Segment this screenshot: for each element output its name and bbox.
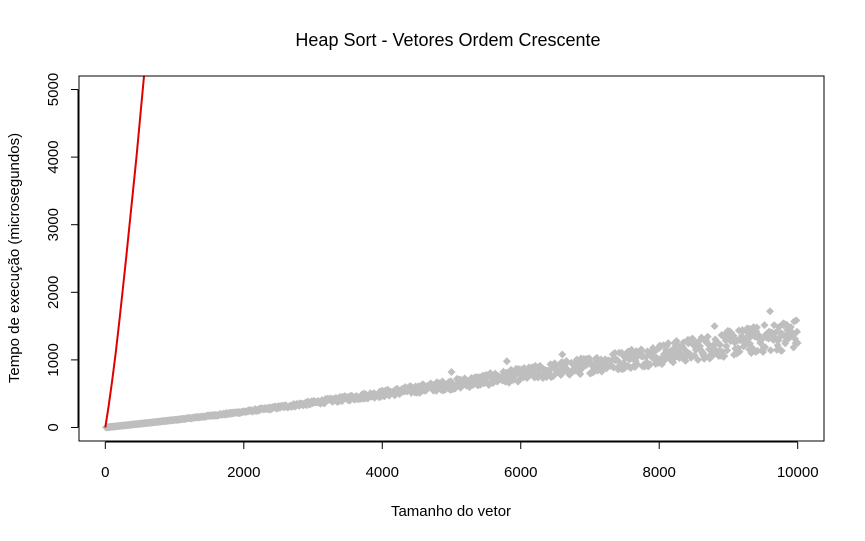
scatter-point — [792, 327, 801, 336]
scatter-point — [752, 323, 761, 332]
scatter-point — [760, 321, 769, 330]
scatter-point — [786, 323, 795, 332]
scatter-point — [693, 355, 702, 364]
scatter-point — [703, 332, 712, 341]
y-tick-label: 0 — [45, 423, 62, 431]
scatter-point — [664, 339, 673, 348]
y-tick-label: 2000 — [45, 276, 62, 309]
scatter-point — [716, 340, 725, 349]
y-tick-label: 4000 — [45, 140, 62, 173]
plot-frame — [78, 75, 825, 442]
scatter-point — [745, 324, 754, 333]
y-tick-label: 5000 — [45, 73, 62, 106]
scatter-point — [447, 368, 456, 377]
scatter-point — [792, 316, 801, 325]
scatter-point — [766, 346, 775, 355]
y-tick-label: 1000 — [45, 343, 62, 376]
x-tick-label: 6000 — [504, 464, 537, 481]
scatter-point — [723, 346, 732, 355]
scatter-point — [637, 345, 646, 354]
scatter-point — [720, 352, 729, 361]
scatter-point — [585, 354, 594, 363]
scatter-point — [681, 356, 690, 365]
scatter-point — [502, 357, 511, 366]
x-tick-label: 10000 — [777, 464, 819, 481]
scatter-point — [576, 370, 585, 379]
y-axis-label: Tempo de execução (microsegundos) — [6, 133, 23, 383]
x-tick-label: 0 — [101, 464, 109, 481]
scatter-point — [779, 319, 788, 328]
y-tick-label: 3000 — [45, 208, 62, 241]
scatter-point — [710, 322, 719, 331]
scatter-point — [735, 347, 744, 356]
scatter-point — [558, 350, 567, 359]
x-axis: 0 2000 4000 6000 8000 10000 — [101, 441, 819, 481]
scatter-point — [761, 343, 770, 352]
scatter-point — [646, 360, 655, 369]
scatter-point — [627, 345, 636, 354]
series-line — [104, 76, 146, 428]
scatter-point — [765, 307, 774, 316]
chart-title: Heap Sort - Vetores Ordem Crescente — [295, 30, 600, 50]
x-tick-label: 4000 — [366, 464, 399, 481]
x-tick-label: 8000 — [643, 464, 676, 481]
scatter-point — [777, 346, 786, 355]
scatter-point — [793, 338, 802, 347]
x-axis-label: Tamanho do vetor — [391, 503, 511, 520]
x-tick-label: 2000 — [227, 464, 260, 481]
y-axis: 0 1000 2000 3000 4000 5000 — [45, 73, 79, 432]
